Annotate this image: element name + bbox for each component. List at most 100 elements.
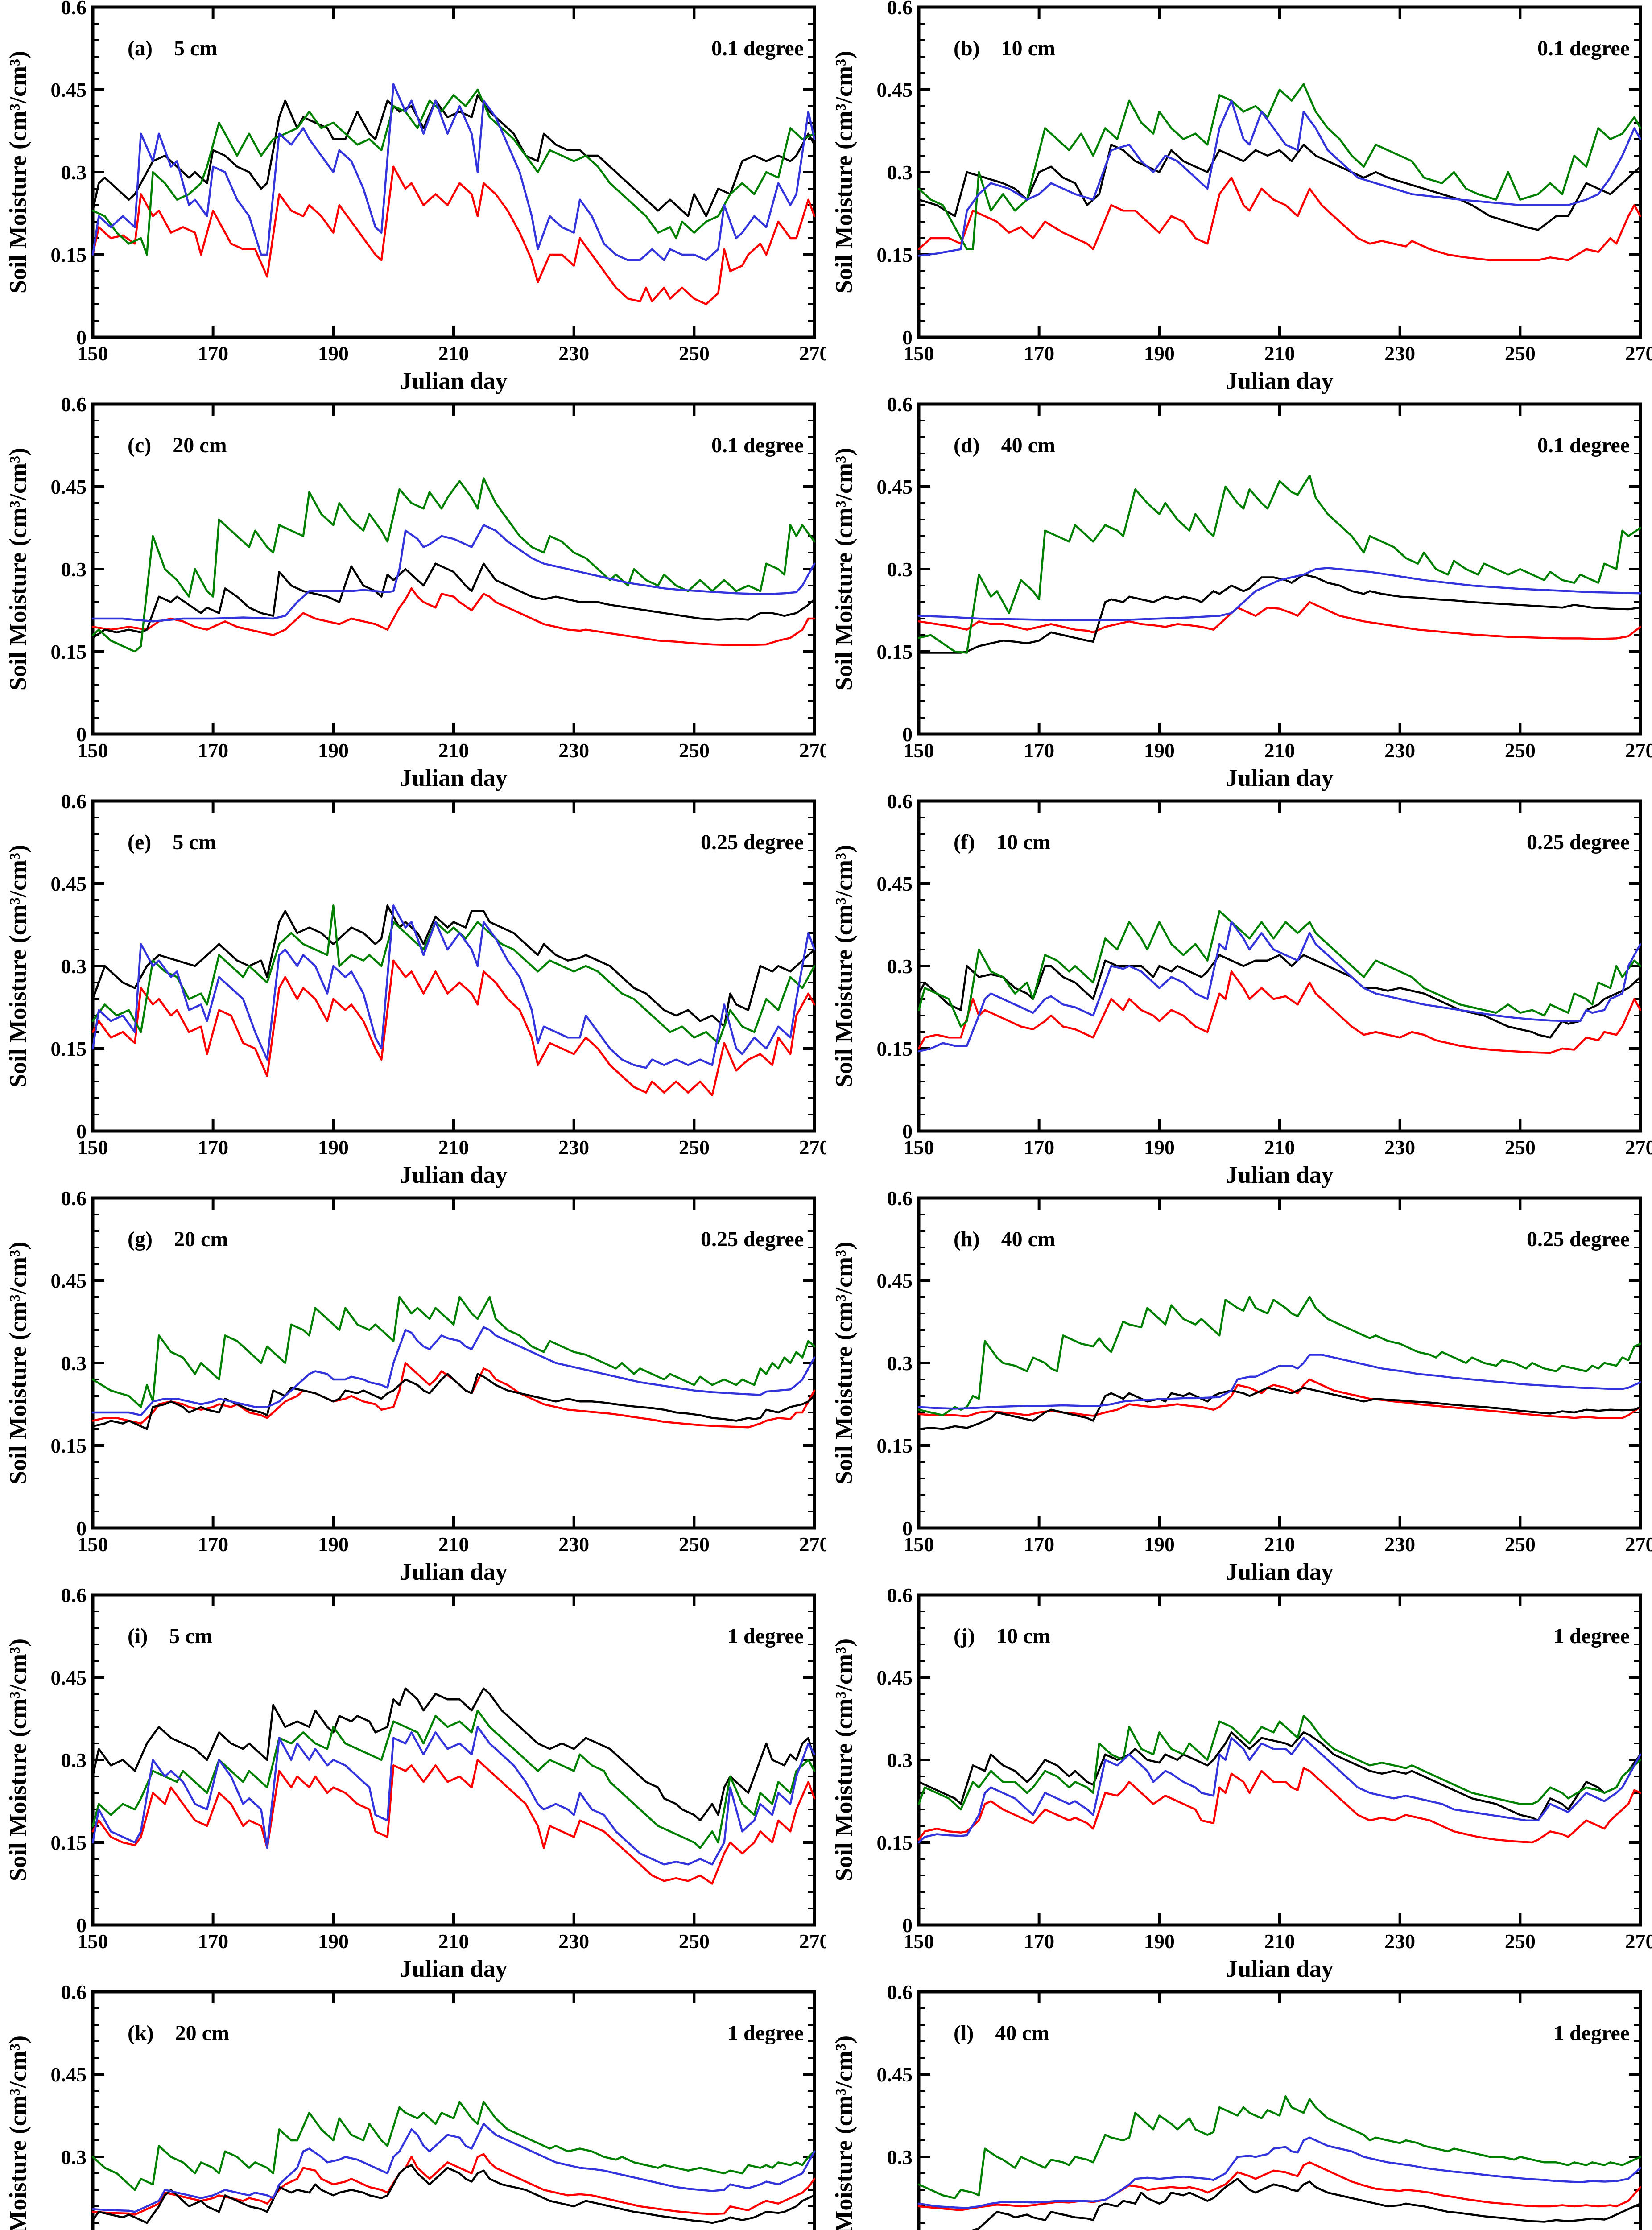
x-tick-label: 190 [1144, 1533, 1175, 1556]
panel-resolution: 0.1 degree [1537, 434, 1630, 457]
y-axis-label: Soil Moisture (cm³/cm³) [830, 845, 857, 1087]
panel-letter-depth: (c) 20 cm [128, 434, 227, 457]
x-tick-label: 150 [78, 342, 108, 365]
y-tick-label: 0.45 [877, 78, 913, 101]
y-tick-label: 0 [76, 1517, 87, 1540]
x-tick-label: 190 [318, 1930, 349, 1953]
series-OLa [91, 165, 816, 306]
y-tick-label: 0 [902, 1914, 913, 1937]
panel-resolution: 1 degree [727, 2021, 804, 2045]
x-tick-label: 250 [679, 1930, 710, 1953]
panel-resolution: 0.1 degree [711, 37, 804, 60]
y-axis-label: Soil Moisture (cm³/cm³) [830, 448, 857, 690]
panel-j: 150 170 190 210 230 250 270 0 0.15 0.3 0.45 0.6 Juli… [830, 1588, 1652, 1982]
panel-resolution: 0.25 degree [701, 1227, 804, 1251]
panel-h: 150 170 190 210 230 250 270 0 0.15 0.3 0.45 0.6 Juli… [830, 1191, 1652, 1585]
y-axis-label: Soil Moisture (cm³/cm³) [830, 1639, 857, 1881]
x-tick-label: 190 [1144, 739, 1175, 762]
x-tick-label: 230 [1384, 739, 1415, 762]
x-tick-label: 230 [558, 1533, 589, 1556]
x-tick-label: 190 [1144, 1136, 1175, 1159]
x-tick-label: 170 [1024, 1930, 1054, 1953]
y-tick-label: 0.3 [887, 161, 913, 184]
y-axis-label: Soil Moisture (cm³/cm³) [4, 845, 31, 1087]
series-OLb [917, 1354, 1642, 1410]
series-OLa [917, 2161, 1642, 2211]
panel-resolution: 0.1 degree [1537, 37, 1630, 60]
y-tick-label: 0.15 [51, 244, 87, 266]
y-tick-label: 0 [76, 723, 87, 746]
y-tick-label: 0.45 [877, 2063, 913, 2086]
x-tick-label: 270 [799, 342, 826, 365]
y-tick-label: 0.15 [877, 1037, 913, 1060]
y-tick-label: 0.45 [51, 1666, 87, 1689]
series-OBS [91, 1687, 816, 1821]
y-tick-label: 0.6 [61, 0, 87, 19]
y-tick-label: 0.6 [887, 397, 913, 416]
y-tick-label: 0.6 [887, 794, 913, 813]
y-tick-label: 0 [902, 1120, 913, 1143]
y-axis-label: Soil Moisture (cm³/cm³) [4, 448, 31, 690]
y-tick-label: 0.3 [61, 558, 87, 581]
x-tick-label: 210 [1264, 1930, 1295, 1953]
panel-g: 150 170 190 210 230 250 270 0 0.15 0.3 0.45 0.6 Juli… [4, 1191, 826, 1585]
y-tick-label: 0.15 [877, 640, 913, 663]
x-tick-label: 230 [1384, 342, 1415, 365]
x-tick-label: 190 [318, 1136, 349, 1159]
x-axis-label: Julian day [1226, 368, 1334, 394]
series-OBS [91, 562, 816, 639]
x-tick-label: 210 [438, 1136, 469, 1159]
y-axis-label: Soil Moisture (cm³/cm³) [830, 51, 857, 293]
y-tick-label: 0.15 [51, 2228, 87, 2230]
series-DA [91, 477, 816, 653]
y-tick-label: 0.15 [877, 1831, 913, 1854]
y-tick-label: 0.45 [51, 475, 87, 498]
panel-c: 150 170 190 210 230 250 270 0 0.15 0.3 0.45 0.6 Juli… [4, 397, 826, 791]
y-tick-label: 0.15 [51, 1434, 87, 1457]
x-tick-label: 210 [438, 739, 469, 762]
y-axis-label: Soil Moisture (cm³/cm³) [4, 2036, 31, 2230]
y-tick-label: 0.45 [877, 475, 913, 498]
x-tick-label: 170 [198, 1136, 228, 1159]
x-tick-label: 230 [558, 1136, 589, 1159]
series-OBS [971, 2178, 1642, 2230]
panel-letter-depth: (j) 10 cm [954, 1624, 1050, 1648]
y-tick-label: 0.3 [61, 955, 87, 978]
y-tick-label: 0.6 [887, 1588, 913, 1606]
x-tick-label: 210 [438, 342, 469, 365]
series-OLb [91, 904, 816, 1069]
panel-k: 15017019021023025027000.150.30.450.6Juli… [4, 1985, 816, 2230]
x-tick-label: 250 [1505, 342, 1536, 365]
panel-resolution: 0.1 degree [711, 434, 804, 457]
y-tick-label: 0 [76, 1914, 87, 1937]
series-OLa [917, 177, 1642, 261]
series-DA [91, 2101, 816, 2191]
y-tick-label: 0.3 [61, 1352, 87, 1375]
series-OBS [91, 2164, 816, 2224]
series-OLb [91, 83, 816, 261]
x-axis-label: Julian day [1226, 1558, 1334, 1585]
x-tick-label: 210 [1264, 342, 1295, 365]
panel-f: 150 170 190 210 230 250 270 0 0.15 0.3 0.45 0.6 Juli… [830, 794, 1652, 1188]
panel-resolution: 1 degree [1553, 2021, 1630, 2045]
x-tick-label: 250 [679, 342, 710, 365]
x-tick-label: 210 [438, 1533, 469, 1556]
x-tick-label: 150 [904, 739, 934, 762]
y-tick-label: 0.3 [887, 955, 913, 978]
series-OLa [917, 601, 1642, 640]
x-tick-label: 190 [318, 1533, 349, 1556]
y-axis-label: Soil Moisture (cm³/cm³) [830, 2036, 857, 2230]
x-tick-label: 270 [799, 1930, 826, 1953]
panel-letter-depth: (l) 40 cm [954, 2021, 1049, 2045]
y-tick-label: 0.3 [61, 1749, 87, 1772]
x-tick-label: 210 [1264, 1136, 1295, 1159]
y-tick-label: 0.45 [877, 1666, 913, 1689]
y-tick-label: 0.6 [887, 0, 913, 19]
x-axis-label: Julian day [400, 764, 508, 791]
x-tick-label: 210 [438, 1930, 469, 1953]
y-tick-label: 0.6 [61, 794, 87, 813]
x-tick-label: 270 [1625, 1136, 1652, 1159]
x-tick-label: 150 [904, 1930, 934, 1953]
x-tick-label: 250 [1505, 1136, 1536, 1159]
